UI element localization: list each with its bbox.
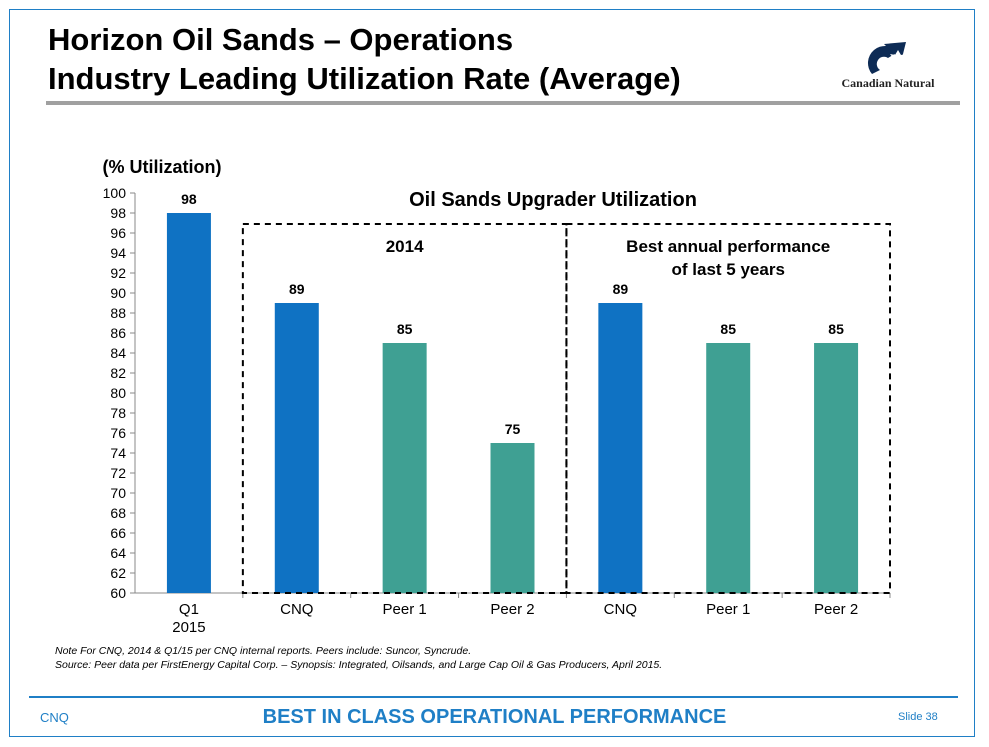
group-label: of last 5 years <box>672 260 785 279</box>
logo-text: Canadian Natural <box>841 76 935 90</box>
bar <box>814 343 859 593</box>
bar <box>706 343 751 593</box>
chart-title: Oil Sands Upgrader Utilization <box>409 189 697 211</box>
title-line-2: Industry Leading Utilization Rate (Avera… <box>48 61 681 96</box>
y-tick-label: 94 <box>110 245 126 261</box>
y-tick-label: 82 <box>110 365 126 381</box>
y-tick-label: 68 <box>110 505 126 521</box>
data-label: 85 <box>828 321 844 337</box>
footer-divider <box>29 696 958 698</box>
chart-bars: 98 89 85 75 89 85 85 <box>166 191 859 593</box>
chart-groups: 2014 Best annual performance of last 5 yea… <box>241 223 892 594</box>
slide-number: Slide 38 <box>898 711 938 723</box>
group-label: Best annual performance <box>626 237 830 256</box>
x-tick-label: CNQ <box>280 601 313 618</box>
y-tick-label: 66 <box>110 525 126 541</box>
footer-company: CNQ <box>40 710 69 725</box>
y-tick-label: 96 <box>110 225 126 241</box>
y-tick-label: 60 <box>110 585 126 601</box>
y-tick-label: 64 <box>110 545 126 561</box>
logo-mark-icon <box>867 42 906 74</box>
bar <box>166 213 211 593</box>
bar <box>274 303 319 593</box>
data-label: 98 <box>181 191 197 207</box>
title-divider <box>46 101 960 105</box>
footer-tagline: BEST IN CLASS OPERATIONAL PERFORMANCE <box>262 706 727 728</box>
footnote-line-2: Source: Peer data per FirstEnergy Capita… <box>55 659 663 671</box>
y-tick-label: 76 <box>110 425 126 441</box>
x-tick-label: 2015 <box>172 619 205 636</box>
chart-axes: 60 62 64 66 68 70 72 74 76 78 80 82 84 86 88 90 92 94 96 98… <box>103 185 891 636</box>
canadian-natural-logo: Canadian Natural <box>828 38 948 96</box>
slide-frame <box>9 9 975 737</box>
y-tick-label: 98 <box>110 205 126 221</box>
data-label: 89 <box>289 281 305 297</box>
y-tick-label: 92 <box>110 265 126 281</box>
y-tick-label: 62 <box>110 565 126 581</box>
group-label: 2014 <box>386 237 424 256</box>
y-tick-label: 72 <box>110 465 126 481</box>
title-line-1: Horizon Oil Sands – Operations <box>48 22 514 57</box>
y-tick-label: 100 <box>103 185 127 201</box>
data-label: 85 <box>397 321 413 337</box>
bar <box>382 343 427 593</box>
y-tick-label: 88 <box>110 305 126 321</box>
x-tick-label: Peer 2 <box>814 601 858 618</box>
y-tick-label: 86 <box>110 325 126 341</box>
footnote-line-1: Note For CNQ, 2014 & Q1/15 per CNQ inter… <box>55 645 472 657</box>
x-tick-label: Q1 <box>179 601 199 618</box>
y-tick-label: 70 <box>110 485 126 501</box>
group-box <box>565 223 892 594</box>
y-tick-label: 74 <box>110 445 126 461</box>
bar <box>490 443 535 593</box>
x-tick-label: Peer 1 <box>383 601 427 618</box>
x-tick-label: CNQ <box>604 601 637 618</box>
data-label: 75 <box>505 421 521 437</box>
y-tick-label: 80 <box>110 385 126 401</box>
data-label: 85 <box>720 321 736 337</box>
bar <box>598 303 643 593</box>
y-tick-label: 84 <box>110 345 126 361</box>
slide-title: Horizon Oil Sands – Operations Industry … <box>48 20 681 98</box>
x-tick-label: Peer 2 <box>490 601 534 618</box>
y-axis-label: (% Utilization) <box>103 157 222 177</box>
utilization-bar-chart: Oil Sands Upgrader Utilization (% Utiliz… <box>103 157 892 636</box>
y-tick-label: 78 <box>110 405 126 421</box>
y-tick-label: 90 <box>110 285 126 301</box>
data-label: 89 <box>613 281 629 297</box>
x-tick-label: Peer 1 <box>706 601 750 618</box>
